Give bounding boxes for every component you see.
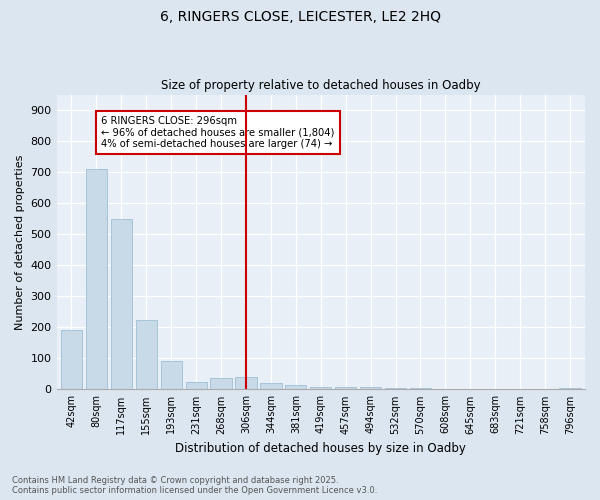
Bar: [260, 382, 281, 390]
Text: Contains HM Land Registry data © Crown copyright and database right 2025.
Contai: Contains HM Land Registry data © Crown c…: [12, 476, 377, 495]
Bar: [410, 388, 431, 390]
Bar: [136, 320, 157, 390]
Y-axis label: Number of detached properties: Number of detached properties: [15, 154, 25, 330]
Bar: [310, 386, 331, 390]
Bar: [61, 330, 82, 390]
Bar: [211, 378, 232, 390]
Bar: [335, 386, 356, 390]
Bar: [385, 388, 406, 390]
Bar: [559, 388, 581, 390]
Bar: [111, 220, 132, 390]
Bar: [235, 378, 257, 390]
X-axis label: Distribution of detached houses by size in Oadby: Distribution of detached houses by size …: [175, 442, 466, 455]
Bar: [360, 387, 381, 390]
Bar: [285, 386, 307, 390]
Bar: [185, 382, 207, 390]
Bar: [161, 361, 182, 390]
Text: 6, RINGERS CLOSE, LEICESTER, LE2 2HQ: 6, RINGERS CLOSE, LEICESTER, LE2 2HQ: [160, 10, 440, 24]
Title: Size of property relative to detached houses in Oadby: Size of property relative to detached ho…: [161, 79, 481, 92]
Text: 6 RINGERS CLOSE: 296sqm
← 96% of detached houses are smaller (1,804)
4% of semi-: 6 RINGERS CLOSE: 296sqm ← 96% of detache…: [101, 116, 335, 150]
Bar: [86, 169, 107, 390]
